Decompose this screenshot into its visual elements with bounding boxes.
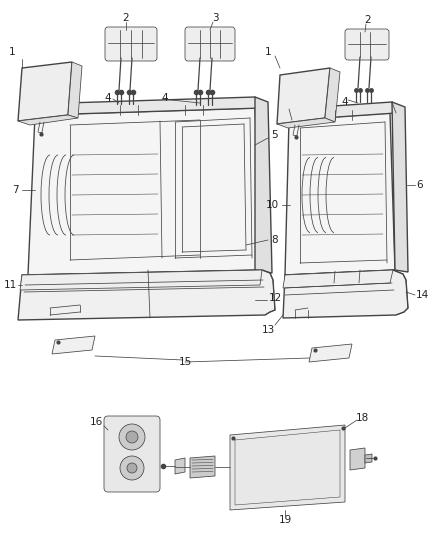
Polygon shape bbox=[365, 454, 372, 463]
Polygon shape bbox=[285, 113, 395, 275]
Text: 1: 1 bbox=[9, 47, 15, 57]
Polygon shape bbox=[175, 458, 185, 474]
Polygon shape bbox=[28, 108, 262, 275]
Polygon shape bbox=[255, 97, 272, 273]
Text: 4: 4 bbox=[342, 97, 348, 107]
Polygon shape bbox=[392, 102, 408, 272]
Polygon shape bbox=[309, 344, 352, 362]
Text: 18: 18 bbox=[355, 413, 369, 423]
Text: 11: 11 bbox=[4, 280, 17, 290]
Polygon shape bbox=[52, 336, 95, 354]
Polygon shape bbox=[230, 425, 345, 510]
Text: 6: 6 bbox=[417, 180, 423, 190]
Polygon shape bbox=[283, 270, 408, 318]
Text: 4: 4 bbox=[162, 93, 168, 103]
Polygon shape bbox=[190, 456, 215, 478]
Text: 12: 12 bbox=[268, 293, 282, 303]
Circle shape bbox=[120, 456, 144, 480]
Text: 5: 5 bbox=[272, 130, 278, 140]
Polygon shape bbox=[350, 448, 365, 470]
Text: 16: 16 bbox=[89, 417, 102, 427]
Text: 7: 7 bbox=[12, 185, 18, 195]
Text: 14: 14 bbox=[415, 290, 429, 300]
Polygon shape bbox=[35, 97, 262, 115]
Polygon shape bbox=[18, 115, 78, 125]
Text: 13: 13 bbox=[261, 325, 275, 335]
Text: 3: 3 bbox=[212, 13, 218, 23]
Polygon shape bbox=[277, 68, 330, 124]
Polygon shape bbox=[68, 62, 82, 118]
Text: 10: 10 bbox=[265, 200, 279, 210]
FancyBboxPatch shape bbox=[345, 29, 389, 60]
Polygon shape bbox=[277, 118, 335, 128]
Circle shape bbox=[119, 424, 145, 450]
FancyBboxPatch shape bbox=[104, 416, 160, 492]
Polygon shape bbox=[18, 270, 275, 320]
Polygon shape bbox=[20, 270, 262, 290]
Circle shape bbox=[126, 431, 138, 443]
Polygon shape bbox=[283, 270, 393, 288]
Text: 4: 4 bbox=[105, 93, 111, 103]
Text: 8: 8 bbox=[272, 235, 278, 245]
Text: 2: 2 bbox=[123, 13, 129, 23]
Circle shape bbox=[127, 463, 137, 473]
Polygon shape bbox=[18, 62, 72, 121]
Text: 1: 1 bbox=[265, 47, 271, 57]
Text: 19: 19 bbox=[279, 515, 292, 525]
FancyBboxPatch shape bbox=[105, 27, 157, 61]
Polygon shape bbox=[289, 102, 396, 120]
FancyBboxPatch shape bbox=[185, 27, 235, 61]
Text: 15: 15 bbox=[178, 357, 192, 367]
Polygon shape bbox=[325, 68, 340, 122]
Text: 2: 2 bbox=[365, 15, 371, 25]
